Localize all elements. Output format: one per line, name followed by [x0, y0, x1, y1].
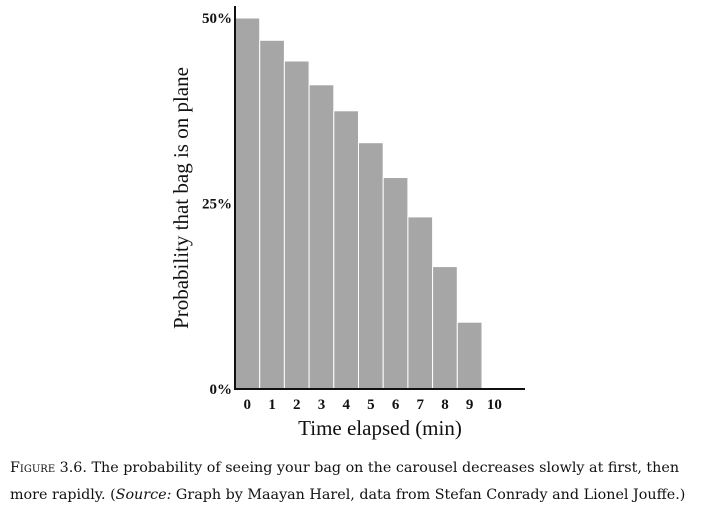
y-axis-title: Probability that bag is on plane [169, 67, 193, 329]
x-tick-label-7: 7 [417, 397, 425, 413]
source-text: Graph by Maayan Harel, data from Stefan … [171, 487, 686, 503]
figure-label: Figure 3.6. [10, 460, 87, 476]
x-tick-label-5: 5 [367, 397, 375, 413]
y-tick-labels: 0% 25% 50% [202, 11, 232, 398]
x-tick-label-9: 9 [466, 397, 474, 413]
bar-4 [333, 110, 359, 390]
x-tick-label-4: 4 [342, 397, 350, 413]
y-tick-label-25: 25% [202, 197, 232, 213]
caption-text: The probability of seeing your bag on th… [10, 460, 680, 503]
bars-group [234, 17, 483, 390]
x-tick-label-6: 6 [392, 397, 400, 413]
x-tick-label-1: 1 [268, 397, 276, 413]
bar-2 [283, 60, 310, 390]
bar-0 [234, 17, 261, 390]
bar-6 [382, 177, 409, 390]
bar-7 [407, 216, 434, 390]
y-tick-label-0: 0% [210, 382, 233, 398]
bar-5 [358, 142, 384, 390]
x-tick-labels: 0 1 2 3 4 5 6 7 8 9 10 [244, 397, 502, 413]
x-tick-label-10: 10 [487, 397, 502, 413]
x-tick-label-0: 0 [244, 397, 252, 413]
x-axis-title: Time elapsed (min) [298, 416, 462, 440]
x-tick-label-2: 2 [293, 397, 301, 413]
bar-3 [308, 84, 335, 390]
x-tick-label-8: 8 [441, 397, 449, 413]
bar-9 [456, 321, 483, 390]
source-label: Source: [115, 487, 172, 503]
x-tick-label-3: 3 [318, 397, 326, 413]
bar-chart: 0%25%50% 0 1 2 3 4 5 6 7 8 9 10 Time elapsed (min)… [169, 6, 525, 440]
figure-caption: Figure 3.6. The probability of seeing yo… [10, 455, 700, 509]
y-tick-label-50: 50% [202, 11, 232, 27]
bar-1 [259, 39, 285, 390]
bar-8 [432, 266, 458, 390]
